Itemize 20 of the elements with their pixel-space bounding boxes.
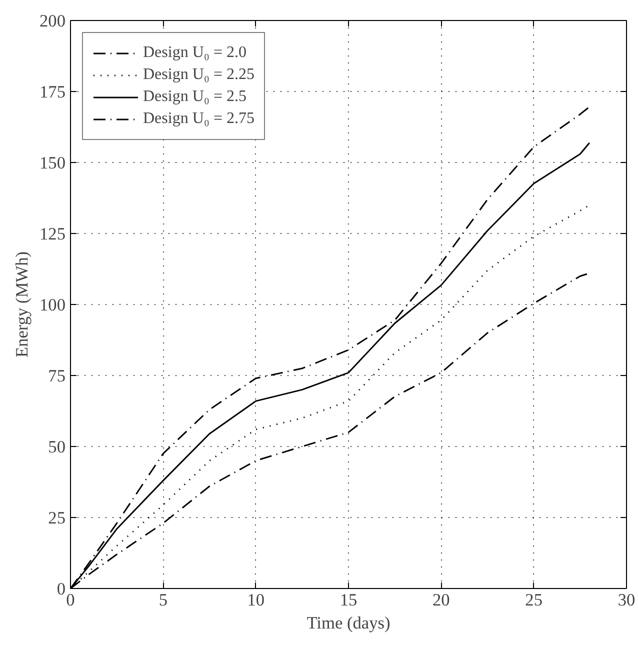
x-tick-label: 5 (158, 590, 168, 610)
legend-label: Design U₀ = 2.75 (143, 110, 254, 128)
x-axis-title: Time (days) (306, 614, 391, 632)
x-tick-label: 20 (432, 590, 450, 610)
legend-label: Design U₀ = 2.25 (143, 66, 254, 84)
y-tick-label: 175 (40, 82, 66, 102)
y-tick-label: 100 (40, 296, 66, 314)
y-tick-label: 125 (40, 224, 66, 244)
legend-label: Design U₀ = 2.5 (143, 88, 246, 106)
y-axis-title: Energy (MWh) (12, 251, 32, 358)
y-tick-label: 200 (40, 12, 66, 30)
x-tick-label: 25 (525, 590, 542, 610)
y-tick-label: 150 (40, 154, 66, 172)
y-tick-label: 50 (48, 438, 66, 456)
x-tick-label: 10 (247, 590, 264, 610)
legend-label: Design U₀ = 2.0 (143, 44, 246, 62)
y-tick-label: 75 (48, 366, 66, 386)
x-tick-label: 15 (340, 590, 358, 610)
x-tick-label: 30 (618, 590, 636, 610)
y-tick-label: 25 (48, 508, 66, 528)
